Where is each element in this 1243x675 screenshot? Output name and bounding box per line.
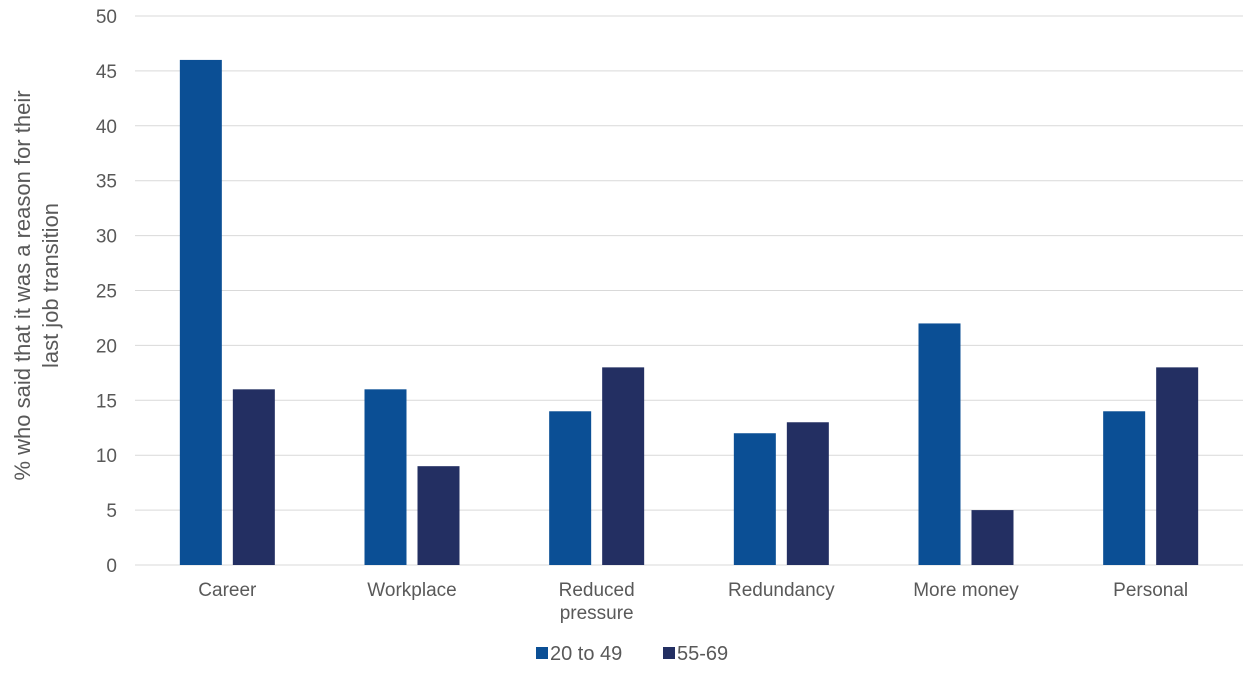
x-tick-label: Personal bbox=[1113, 580, 1188, 601]
y-tick-label: 15 bbox=[96, 391, 117, 412]
bar bbox=[179, 59, 222, 566]
legend-swatch bbox=[536, 647, 548, 659]
bar bbox=[918, 323, 961, 565]
bar bbox=[733, 433, 776, 565]
bar bbox=[786, 422, 829, 565]
legend-label: 20 to 49 bbox=[550, 643, 622, 665]
x-tick-label: pressure bbox=[560, 603, 634, 624]
y-tick-label: 35 bbox=[96, 172, 117, 193]
y-axis-title: % who said that it was a reason for thei… bbox=[10, 90, 63, 480]
legend-swatch bbox=[663, 647, 675, 659]
bar bbox=[1156, 367, 1199, 565]
y-tick-label: 40 bbox=[96, 117, 117, 138]
legend-label: 55-69 bbox=[677, 643, 728, 665]
y-tick-label: 5 bbox=[106, 501, 117, 522]
x-tick-label: More money bbox=[913, 580, 1019, 601]
x-tick-label: Workplace bbox=[367, 580, 456, 601]
bar bbox=[1103, 411, 1146, 565]
bar bbox=[602, 367, 645, 565]
bar bbox=[549, 411, 592, 565]
gridlines bbox=[135, 15, 1243, 566]
bar bbox=[417, 466, 460, 565]
y-axis-title-line: last job transition bbox=[38, 203, 63, 368]
bar bbox=[232, 389, 275, 565]
y-tick-label: 50 bbox=[96, 7, 117, 28]
bar bbox=[364, 389, 407, 565]
y-tick-label: 0 bbox=[106, 556, 117, 577]
x-tick-label: Redundancy bbox=[728, 580, 835, 601]
y-tick-label: 30 bbox=[96, 227, 117, 248]
y-tick-label: 25 bbox=[96, 282, 117, 303]
legend: 20 to 49 55-69 bbox=[536, 643, 728, 665]
bars bbox=[179, 59, 1199, 566]
y-tick-label: 20 bbox=[96, 336, 117, 357]
y-axis-ticks: 0 5 10 15 20 25 30 35 40 45 50 bbox=[96, 7, 117, 577]
x-tick-label: Career bbox=[198, 580, 257, 601]
y-tick-label: 45 bbox=[96, 62, 117, 83]
bar bbox=[971, 510, 1014, 565]
y-axis-title-line: % who said that it was a reason for thei… bbox=[10, 90, 35, 480]
y-tick-label: 10 bbox=[96, 446, 117, 467]
x-tick-label: Reduced bbox=[559, 580, 635, 601]
